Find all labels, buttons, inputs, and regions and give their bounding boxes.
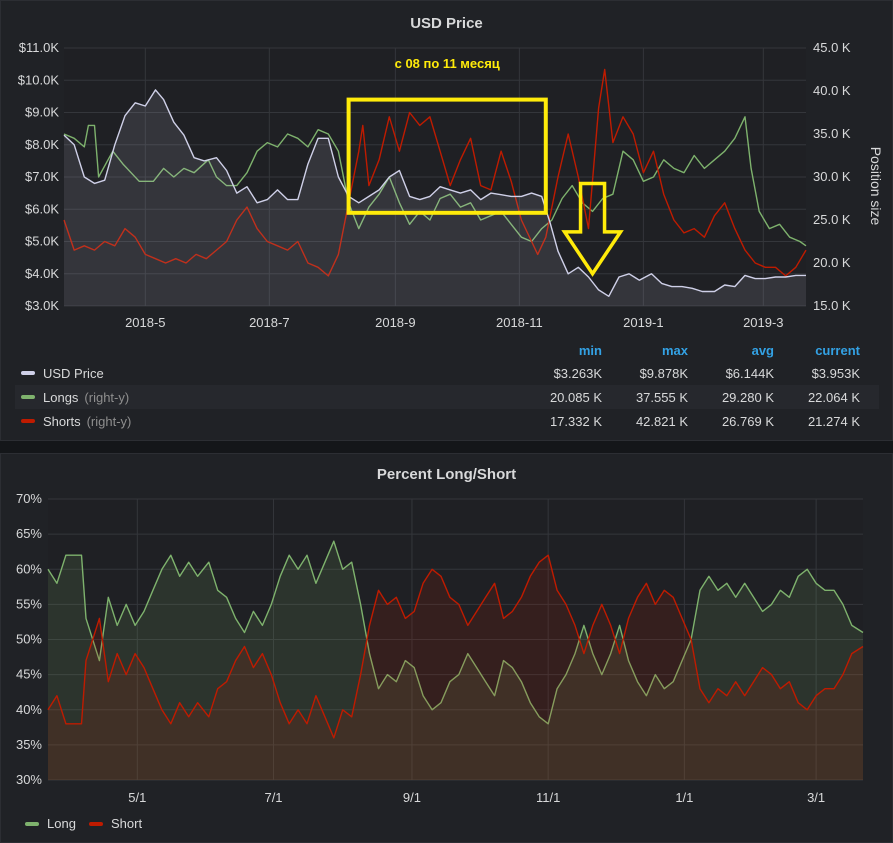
panel-title-usd-price[interactable]: USD Price bbox=[410, 15, 483, 32]
series-area-usd-price bbox=[64, 89, 806, 307]
y-left-tick-label: $5.0K bbox=[25, 234, 59, 249]
y-left-tick-label: $3.0K bbox=[25, 298, 59, 313]
usd-price-chart: $3.0K $4.0K $5.0K $6.0K $7.0K $8.0K $9.0K $10.0… bbox=[18, 40, 884, 330]
y-right-tick-label: 15.0 K bbox=[813, 298, 851, 313]
y-right-tick-label: 20.0 K bbox=[813, 255, 851, 270]
legend-swatch-usd-price bbox=[21, 371, 35, 375]
y-tick-label: 40% bbox=[16, 702, 42, 717]
legend-name-longs: Longs bbox=[43, 389, 79, 405]
legend-sub-shorts: (right-y) bbox=[86, 413, 132, 429]
legend-header-max[interactable]: max bbox=[661, 343, 688, 358]
series-area-long bbox=[48, 541, 863, 780]
legend-max-usd-price: $9.878K bbox=[639, 365, 688, 381]
legend-max-shorts: 42.821 K bbox=[635, 413, 688, 429]
y-right-tick-label: 35.0 K bbox=[813, 126, 851, 141]
y-right-tick-label: 25.0 K bbox=[813, 212, 851, 227]
legend-avg-longs: 29.280 K bbox=[721, 389, 774, 405]
legend-min-longs: 20.085 K bbox=[549, 389, 602, 405]
legend-swatch-long bbox=[25, 821, 39, 826]
down-arrow-icon bbox=[561, 181, 624, 277]
x-tick-label: 1/1 bbox=[675, 790, 693, 805]
series-area-short bbox=[48, 555, 863, 780]
x-tick-label: 5/1 bbox=[128, 790, 146, 805]
y-left-tick-label: $9.0K bbox=[25, 105, 59, 120]
legend-min-usd-price: $3.263K bbox=[553, 365, 602, 381]
legend-min-shorts: 17.332 K bbox=[549, 413, 602, 429]
legend-name-usd-price: USD Price bbox=[43, 365, 104, 381]
y-left-tick-label: $7.0K bbox=[25, 169, 59, 184]
x-tick-label: 11/1 bbox=[536, 790, 560, 805]
legend-header-avg[interactable]: avg bbox=[751, 343, 774, 358]
x-tick-label: 2018-11 bbox=[496, 315, 543, 330]
legend-swatch-shorts bbox=[21, 419, 35, 423]
series-line-short bbox=[47, 554, 864, 739]
series-line-shorts bbox=[63, 68, 807, 277]
y-tick-label: 70% bbox=[16, 491, 42, 506]
annotation-text: с 08 по 11 месяц bbox=[395, 56, 500, 71]
y-tick-label: 30% bbox=[16, 772, 42, 787]
y-right-tick-label: 30.0 K bbox=[813, 169, 851, 184]
legend-name-shorts: Shorts bbox=[43, 413, 81, 429]
x-tick-label: 7/1 bbox=[264, 790, 282, 805]
legend-swatch-short bbox=[89, 821, 103, 826]
series-line-longs bbox=[63, 116, 807, 247]
x-tick-label: 2019-3 bbox=[743, 315, 783, 330]
legend-header-current[interactable]: current bbox=[815, 343, 860, 358]
series-line-usd-price bbox=[63, 89, 806, 297]
y-tick-label: 50% bbox=[16, 632, 42, 647]
y-right-tick-label: 45.0 K bbox=[813, 40, 851, 55]
legend-label-long: Long bbox=[47, 816, 76, 831]
y-tick-label: 55% bbox=[16, 596, 42, 611]
y-right-tick-label: 40.0 K bbox=[813, 83, 851, 98]
legend-row-longs[interactable]: Longs (right-y) 20.085 K 37.555 K 29.280… bbox=[15, 385, 879, 409]
legend-avg-shorts: 26.769 K bbox=[721, 413, 774, 429]
usd-price-panel: USD Price $3.0K $4.0K $5.0K $6.0K $7.0K $8.0K… bbox=[0, 0, 893, 441]
legend-row-usd-price[interactable]: USD Price $3.263K $9.878K $6.144K $3.953… bbox=[15, 361, 879, 385]
y-left-tick-label: $10.0K bbox=[18, 72, 60, 87]
y-tick-label: 65% bbox=[16, 526, 42, 541]
y-left-tick-label: $6.0K bbox=[25, 201, 59, 216]
legend-swatch-longs bbox=[21, 395, 35, 399]
legend-label-short: Short bbox=[111, 816, 143, 831]
highlight-box bbox=[346, 97, 548, 215]
series-line-long bbox=[47, 540, 864, 725]
percent-long-short-panel: Percent Long/Short 30% 35% 40% 45% 50% 55% 60%… bbox=[0, 453, 893, 843]
legend-sub-longs: (right-y) bbox=[84, 389, 130, 405]
y-right-axis-label: Position size bbox=[868, 147, 884, 226]
percent-long-short-chart: 30% 35% 40% 45% 50% 55% 60% 65% 70% 5/1 7/1 9/1 11/1… bbox=[16, 491, 864, 805]
legend-header-min[interactable]: min bbox=[578, 343, 602, 358]
x-tick-label: 3/1 bbox=[807, 790, 825, 805]
y-left-tick-label: $11.0K bbox=[19, 40, 60, 55]
legend-current-longs: 22.064 K bbox=[807, 389, 860, 405]
legend-row-shorts[interactable]: Shorts (right-y) 17.332 K 42.821 K 26.76… bbox=[15, 409, 879, 433]
legend-current-shorts: 21.274 K bbox=[807, 413, 860, 429]
y-tick-label: 60% bbox=[16, 561, 42, 576]
x-tick-label: 2018-5 bbox=[125, 315, 165, 330]
legend-current-usd-price: $3.953K bbox=[811, 365, 860, 381]
legend-item-short[interactable]: Short bbox=[89, 816, 142, 831]
y-tick-label: 35% bbox=[16, 737, 42, 752]
x-tick-label: 2018-7 bbox=[249, 315, 289, 330]
panel-title-percent[interactable]: Percent Long/Short bbox=[376, 466, 517, 483]
y-left-tick-label: $8.0K bbox=[25, 137, 59, 152]
y-left-tick-label: $4.0K bbox=[25, 266, 59, 281]
x-tick-label: 2019-1 bbox=[623, 315, 663, 330]
legend-avg-usd-price: $6.144K bbox=[725, 365, 774, 381]
x-tick-label: 2018-9 bbox=[375, 315, 415, 330]
y-tick-label: 45% bbox=[16, 667, 42, 682]
legend-max-longs: 37.555 K bbox=[635, 389, 688, 405]
legend-item-long[interactable]: Long bbox=[25, 816, 76, 831]
x-tick-label: 9/1 bbox=[403, 790, 421, 805]
